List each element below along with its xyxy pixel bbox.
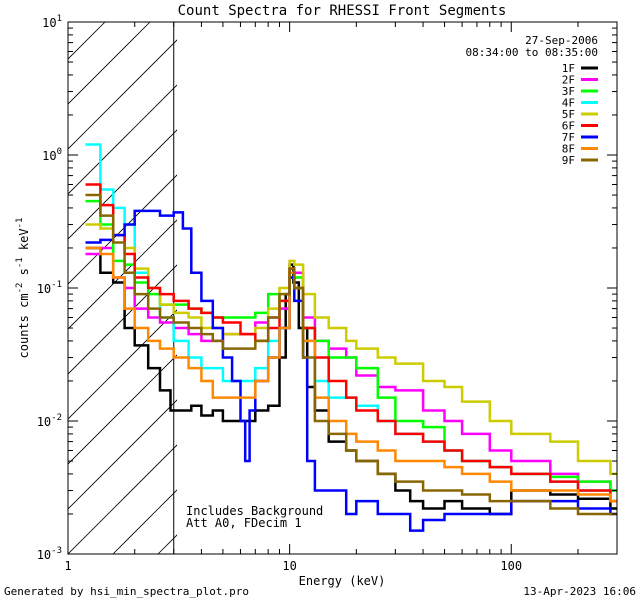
annotation-attenuator: Att A0, FDecim 1 <box>186 516 302 530</box>
legend-label-8F: 8F <box>562 143 575 156</box>
chart-title: Count Spectra for RHESSI Front Segments <box>178 3 507 19</box>
hatch-line <box>68 399 177 510</box>
y-tick-mantissa: 10 <box>37 282 51 296</box>
x-axis-label: Energy (keV) <box>299 574 386 588</box>
hatch-line <box>68 444 177 554</box>
y-tick-mantissa: 10 <box>37 415 51 429</box>
series-9F <box>85 193 617 516</box>
y-tick-exponent: -3 <box>51 546 62 556</box>
legend-time-range: 08:34:00 to 08:35:00 <box>466 46 598 59</box>
y-tick-label: 101 <box>42 14 62 30</box>
y-axis-label: counts cm-2 s-1 keV-1 <box>15 218 31 359</box>
hatch-line <box>68 264 177 375</box>
legend-label-6F: 6F <box>562 120 575 133</box>
legend-label-9F: 9F <box>562 154 575 167</box>
y-axis-label-text: counts cm-2 s-1 keV-1 <box>15 218 31 359</box>
footer-generated-by: Generated by hsi_min_spectra_plot.pro <box>4 585 249 598</box>
y-tick-exponent: -1 <box>51 280 62 290</box>
hatch-line <box>68 84 177 195</box>
y-tick-mantissa: 10 <box>42 16 56 30</box>
y-tick-label: 10-1 <box>37 280 62 296</box>
series-3F <box>85 199 617 492</box>
y-tick-label: 100 <box>42 147 62 163</box>
footer-date: 13-Apr-2023 16:06 <box>523 585 636 598</box>
series-8F <box>85 246 617 503</box>
series-7F <box>85 209 617 532</box>
legend-label-3F: 3F <box>562 85 575 98</box>
legend-label-7F: 7F <box>562 131 575 144</box>
y-tick-exponent: 0 <box>57 147 62 157</box>
y-tick-label: 10-3 <box>37 546 62 562</box>
legend-label-1F: 1F <box>562 62 575 75</box>
x-tick-label: 1 <box>64 559 71 573</box>
series-lines <box>85 143 617 532</box>
legend-label-5F: 5F <box>562 108 575 121</box>
x-tick-label: 100 <box>500 559 522 573</box>
y-tick-exponent: -2 <box>51 413 62 423</box>
annotation-background: Includes Background <box>186 504 323 518</box>
y-tick-exponent: 1 <box>57 14 62 24</box>
y-tick-label: 10-2 <box>37 413 62 429</box>
hatch-line <box>68 219 177 330</box>
x-tick-label: 10 <box>282 559 296 573</box>
y-tick-mantissa: 10 <box>37 548 51 562</box>
y-tick-mantissa: 10 <box>42 149 56 163</box>
hatch-line <box>68 39 177 150</box>
legend-date: 27-Sep-2006 <box>525 34 598 47</box>
series-2F <box>85 246 617 492</box>
legend-label-4F: 4F <box>562 97 575 110</box>
legend-label-2F: 2F <box>562 74 575 87</box>
